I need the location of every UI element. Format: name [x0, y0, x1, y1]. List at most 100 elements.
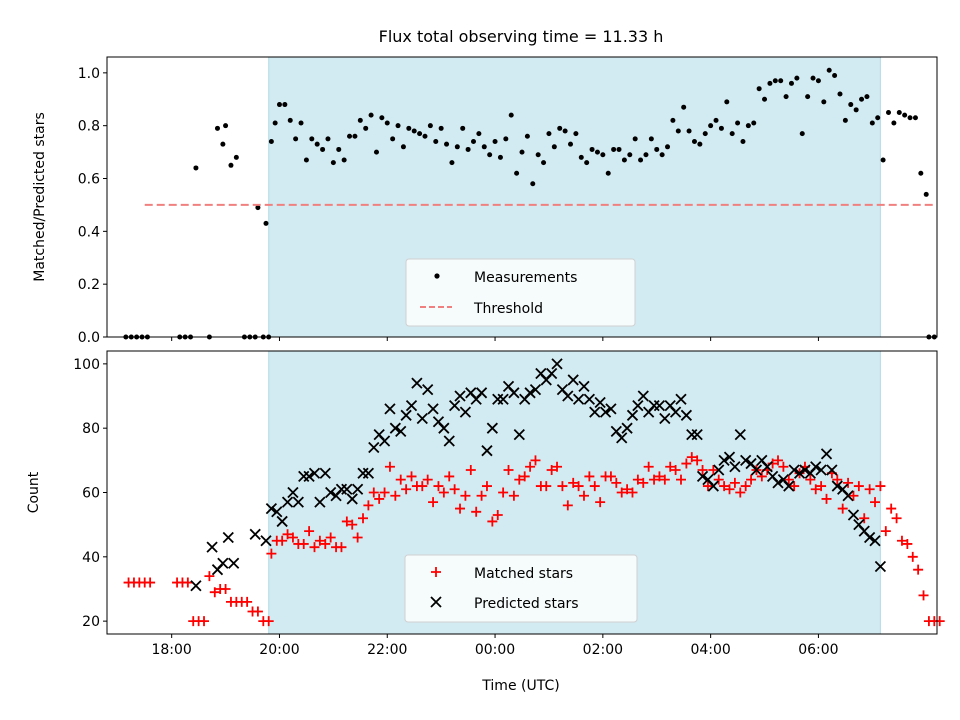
- matched-stars-point: [263, 616, 274, 627]
- measurement-point: [788, 80, 794, 86]
- predicted-stars-point: [459, 406, 472, 418]
- measurement-point: [864, 94, 870, 100]
- matched-stars-point: [358, 513, 369, 524]
- measurement-point: [665, 144, 671, 150]
- legend-top: Measurements Threshold: [405, 258, 636, 327]
- measurement-point: [449, 160, 455, 166]
- predicted-stars-point: [578, 380, 590, 393]
- x-axis-label-time: Time (UTC): [481, 678, 559, 694]
- predicted-stars-point: [723, 451, 736, 463]
- predicted-stars-point: [826, 464, 838, 476]
- matched-stars-point: [503, 464, 514, 475]
- matched-stars-point: [870, 497, 881, 508]
- measurement-point: [659, 152, 665, 158]
- measurement-point: [390, 136, 396, 142]
- predicted-stars-point: [228, 557, 240, 569]
- measurement-point: [400, 144, 406, 150]
- predicted-stars-point: [653, 400, 666, 412]
- predicted-stars-point: [551, 358, 563, 370]
- measurement-point: [691, 139, 697, 145]
- matched-stars-point: [589, 481, 600, 492]
- measurement-point: [869, 120, 875, 126]
- matched-stars-point: [481, 481, 492, 492]
- predicted-stars-point: [562, 390, 574, 402]
- matched-stars-point: [902, 538, 913, 549]
- predicted-stars-point: [713, 464, 725, 476]
- y-tick-label: 20: [82, 614, 100, 630]
- matched-stars-point: [746, 474, 757, 485]
- matched-stars-point: [341, 516, 352, 527]
- measurement-point: [460, 125, 466, 131]
- x-tick-label: 18:00: [151, 642, 191, 658]
- predicted-stars-point: [405, 400, 418, 412]
- measurement-point: [842, 117, 848, 123]
- predicted-stars-point: [260, 535, 272, 547]
- predicted-stars-point: [486, 422, 498, 434]
- legend-marker-predicted-stars: [430, 596, 442, 608]
- measurement-point: [654, 146, 660, 152]
- matched-stars-point: [934, 616, 945, 627]
- matched-stars-point: [584, 471, 595, 482]
- predicted-stars-point: [637, 390, 649, 402]
- x-tick-label: 06:00: [798, 642, 838, 658]
- matched-stars-point: [182, 577, 193, 588]
- predicted-stars-point: [675, 393, 687, 405]
- measurement-point: [433, 139, 439, 145]
- measurement-point: [395, 123, 401, 129]
- matched-stars-point: [627, 487, 638, 498]
- measurement-point: [605, 170, 611, 176]
- x-tick-label: 02:00: [583, 642, 623, 658]
- measurement-point: [648, 136, 654, 142]
- matched-stars-point: [686, 452, 697, 463]
- matched-stars-point: [740, 481, 751, 492]
- matched-stars-point: [713, 474, 724, 485]
- measurement-point: [745, 123, 751, 129]
- predicted-stars-point: [669, 406, 682, 418]
- matched-stars-point: [438, 487, 449, 498]
- predicted-stars-point: [810, 461, 822, 473]
- bottom-panel-ticks: 18:00 20:00 22:00 00:00 02:00 04:00 06:00 20 40 6…: [73, 357, 838, 658]
- matched-stars-point: [670, 464, 681, 475]
- predicted-stars-point: [799, 464, 811, 476]
- predicted-stars-point: [820, 448, 833, 460]
- ratio-marks: [123, 67, 937, 340]
- matched-stars-point: [252, 606, 263, 617]
- measurement-point: [268, 139, 274, 145]
- predicted-stars-point: [707, 480, 719, 492]
- matched-stars-point: [433, 481, 444, 492]
- measurement-point: [470, 139, 476, 145]
- count-marks: [123, 358, 945, 627]
- measurement-point: [853, 107, 859, 113]
- matched-stars-point: [622, 484, 633, 495]
- matched-stars-point: [562, 500, 573, 511]
- predicted-stars-point: [341, 483, 353, 495]
- predicted-stars-point: [599, 406, 612, 418]
- predicted-stars-point: [292, 496, 304, 508]
- measurement-point: [524, 133, 530, 139]
- measurement-point: [896, 109, 902, 115]
- measurement-point: [729, 131, 735, 137]
- predicted-stars-point: [217, 557, 229, 569]
- measurement-point: [832, 72, 838, 78]
- matched-stars-point: [395, 474, 406, 485]
- matched-stars-point: [557, 481, 568, 492]
- predicted-stars-point: [276, 515, 288, 528]
- measurement-point: [697, 141, 703, 147]
- measurement-point: [417, 131, 423, 137]
- measurement-point: [891, 120, 897, 126]
- matched-stars-point: [864, 484, 875, 495]
- y-tick-label: 0.8: [78, 119, 100, 135]
- matched-stars-point: [605, 471, 616, 482]
- measurement-point: [487, 152, 493, 158]
- measurement-point: [497, 154, 503, 160]
- predicted-stars-point: [734, 428, 746, 441]
- measurement-point: [837, 91, 843, 97]
- measurement-point: [848, 102, 854, 108]
- measurement-point: [384, 120, 390, 126]
- predicted-stars-point: [605, 403, 617, 415]
- measurement-point: [611, 146, 617, 152]
- y-axis-label-ratio: Matched/Predicted stars: [32, 112, 48, 282]
- measurement-point: [638, 157, 644, 163]
- matched-stars-point: [891, 513, 902, 524]
- matched-stars-point: [913, 564, 924, 575]
